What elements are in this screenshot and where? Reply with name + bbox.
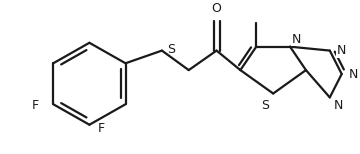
Text: F: F [32, 99, 39, 112]
Text: N: N [337, 44, 346, 57]
Text: N: N [292, 33, 301, 46]
Text: F: F [97, 122, 104, 135]
Text: N: N [348, 67, 358, 81]
Text: N: N [334, 99, 343, 112]
Text: S: S [167, 43, 175, 56]
Text: O: O [212, 2, 221, 15]
Text: S: S [261, 99, 269, 112]
